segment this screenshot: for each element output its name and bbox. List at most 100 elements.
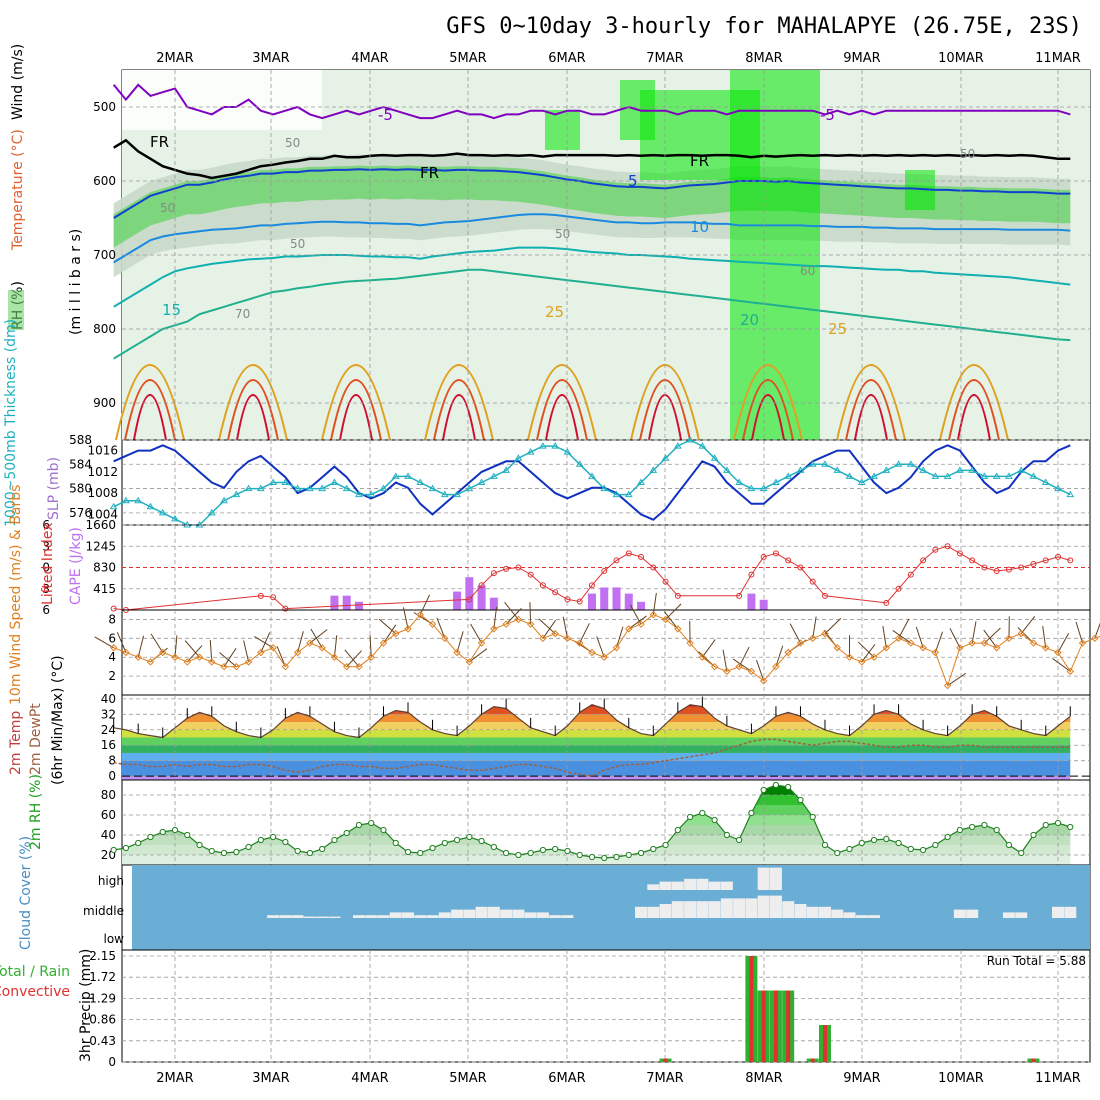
rh-marker <box>956 826 963 834</box>
li-marker <box>1005 566 1012 573</box>
slp-axis-label: SLP (mb) <box>46 457 62 520</box>
warm-isotherm-loop <box>742 379 794 441</box>
wind-speed-marker <box>845 653 854 661</box>
wind-barb <box>934 631 943 653</box>
thickness-axis-label: 1000~500mb Thickness (dm) <box>3 319 19 527</box>
upper-air-panel: 500 600 700 800 900 -5 -5 FR FR FR 5 10 15 20 25 25 50 50… <box>8 44 1091 441</box>
li-tick-label: 6 <box>42 518 50 532</box>
cloud-middle-bar <box>745 898 758 918</box>
thickness-marker <box>686 436 694 443</box>
li-marker <box>969 557 976 564</box>
cape-bar <box>453 591 462 610</box>
wind-speed-marker <box>1017 629 1025 638</box>
li-marker <box>772 550 779 557</box>
temp-band <box>122 760 1071 777</box>
contour-label: 15 <box>162 301 181 319</box>
cloud-middle-bar <box>708 901 721 918</box>
temp-band <box>122 737 1071 746</box>
rh-contour-label: 50 <box>555 227 570 241</box>
cloud-high-label: high <box>98 874 124 888</box>
wind-speed-marker <box>441 634 449 643</box>
thickness-marker <box>808 460 817 467</box>
wind-speed-marker <box>146 658 155 666</box>
rh-marker <box>147 833 154 841</box>
rh-band <box>122 795 1071 805</box>
li-marker <box>601 568 608 575</box>
temp-tick-label: 0 <box>108 769 116 783</box>
cape-bar <box>330 595 339 610</box>
thickness-tick-label: 580 <box>69 482 92 496</box>
cloud-low-label: low <box>104 932 125 946</box>
cape-bar <box>637 601 646 610</box>
wind-speed-marker <box>392 629 400 638</box>
wind-speed-marker <box>195 653 204 661</box>
warm-isotherm-loop <box>845 379 897 441</box>
wind-speed-marker <box>649 611 657 619</box>
thickness-marker <box>821 460 829 467</box>
wind-speed-marker <box>171 653 179 661</box>
pressure-tick-label: 500 <box>93 100 116 114</box>
li-marker <box>1055 553 1061 560</box>
precip-convective-bar <box>1031 1058 1036 1062</box>
cloud-middle-bar <box>487 906 500 918</box>
rh-marker <box>466 833 473 841</box>
li-marker <box>944 543 951 550</box>
rh-marker <box>588 853 596 861</box>
temp-line <box>113 704 1071 739</box>
rh-marker <box>159 828 166 836</box>
wind-speed-marker <box>379 639 388 647</box>
wind-barb <box>732 658 752 672</box>
wind-speed-marker <box>330 653 339 661</box>
li-marker <box>883 599 890 606</box>
rh-marker <box>637 849 645 857</box>
li-marker <box>736 592 743 599</box>
cloud-middle-bar <box>291 915 304 918</box>
warm-isotherm-loop <box>442 394 476 441</box>
cloud-middle-bar <box>328 916 341 918</box>
rh-marker <box>858 839 865 847</box>
thickness-marker <box>109 502 118 510</box>
rh-tick-label: 40 <box>101 828 116 842</box>
warm-isotherm-loop <box>133 394 167 441</box>
wind-barb <box>378 618 397 634</box>
isotherm-line <box>113 213 1071 264</box>
rh-marker <box>503 849 510 857</box>
cloud-middle-bar <box>389 912 402 918</box>
rh-marker <box>846 845 853 853</box>
pressure-unit: (m i l l i b a r s) <box>68 229 84 335</box>
wind-speed-marker <box>821 629 829 638</box>
wind-speed-marker <box>269 644 277 652</box>
rh-marker <box>478 837 485 845</box>
top-date-label: 2MAR <box>156 51 193 66</box>
wind-speed-marker <box>220 662 228 671</box>
wind-speed-marker <box>637 620 645 628</box>
temp-band <box>122 714 1071 723</box>
li-marker <box>821 592 828 599</box>
wind-barb <box>346 650 363 668</box>
warm-isotherm-loop <box>321 364 391 441</box>
rh-marker <box>613 853 620 861</box>
wind-speed-marker <box>784 648 792 657</box>
thickness-marker <box>489 472 498 479</box>
cloud-side-label: Cloud Cover (%) <box>18 836 34 950</box>
slp-tick-label: 1012 <box>87 465 118 479</box>
wind-speed-marker <box>1078 639 1087 647</box>
li-marker <box>760 553 767 560</box>
thickness-marker <box>698 442 707 449</box>
thickness-marker <box>612 490 621 498</box>
wind-speed-marker <box>159 648 167 657</box>
contour-label: -5 <box>820 106 835 124</box>
rh-marker <box>944 833 951 841</box>
cloud-middle-bar <box>1015 912 1028 918</box>
cape-tick-label: 830 <box>93 561 116 575</box>
rh-marker <box>245 843 252 851</box>
thickness-marker <box>171 514 179 522</box>
cloud-panel: high middle low Cloud Cover (%) <box>18 836 1091 951</box>
thickness-marker <box>575 460 584 467</box>
cape-bar <box>612 587 621 610</box>
li-side-label: Lifted Index <box>40 523 56 605</box>
rh-contour-label: 50 <box>160 201 175 215</box>
bottom-date-label: 11MAR <box>1035 1071 1081 1086</box>
wind-barb <box>596 636 605 658</box>
cloud-high-bar <box>671 881 684 890</box>
